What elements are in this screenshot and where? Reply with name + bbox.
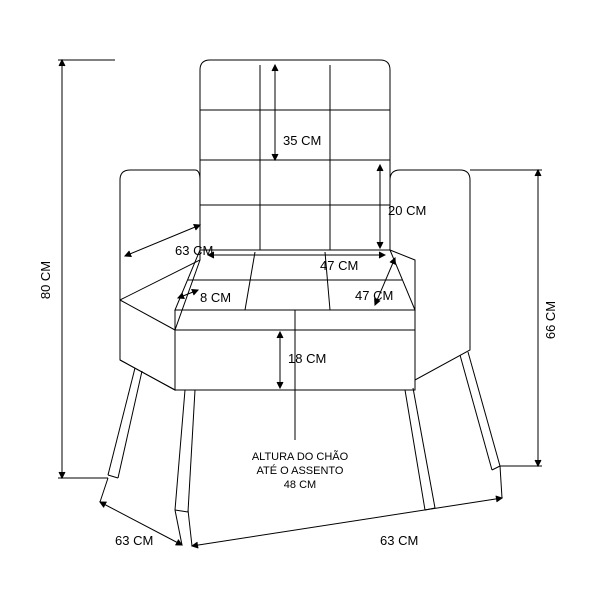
dim-arm-height: 66 CM xyxy=(543,301,558,339)
dim-front-panel: 18 CM xyxy=(288,351,326,366)
note-line-3: 48 CM xyxy=(284,479,316,491)
dim-back-to-arm: 20 CM xyxy=(388,203,426,218)
dim-back-height: 35 CM xyxy=(283,133,321,148)
dim-seat-depth: 47 CM xyxy=(355,288,393,303)
dim-depth: 63 CM xyxy=(115,533,153,548)
dim-arm-length: 63 CM xyxy=(175,243,213,258)
chair-dimension-diagram: 80 CM 66 CM 35 CM 20 CM 63 CM 47 CM 47 C… xyxy=(0,0,600,600)
dim-width: 63 CM xyxy=(380,533,418,548)
note-line-1: ALTURA DO CHÃO xyxy=(252,450,349,463)
note-line-2: ATÉ O ASSENTO xyxy=(256,464,343,477)
dim-arm-width: 8 CM xyxy=(200,290,231,305)
chair-outline xyxy=(108,60,500,512)
dim-seat-width: 47 CM xyxy=(320,258,358,273)
dimensions-group: 80 CM 66 CM 35 CM 20 CM 63 CM 47 CM 47 C… xyxy=(38,60,558,548)
dim-total-height: 80 CM xyxy=(38,261,53,299)
